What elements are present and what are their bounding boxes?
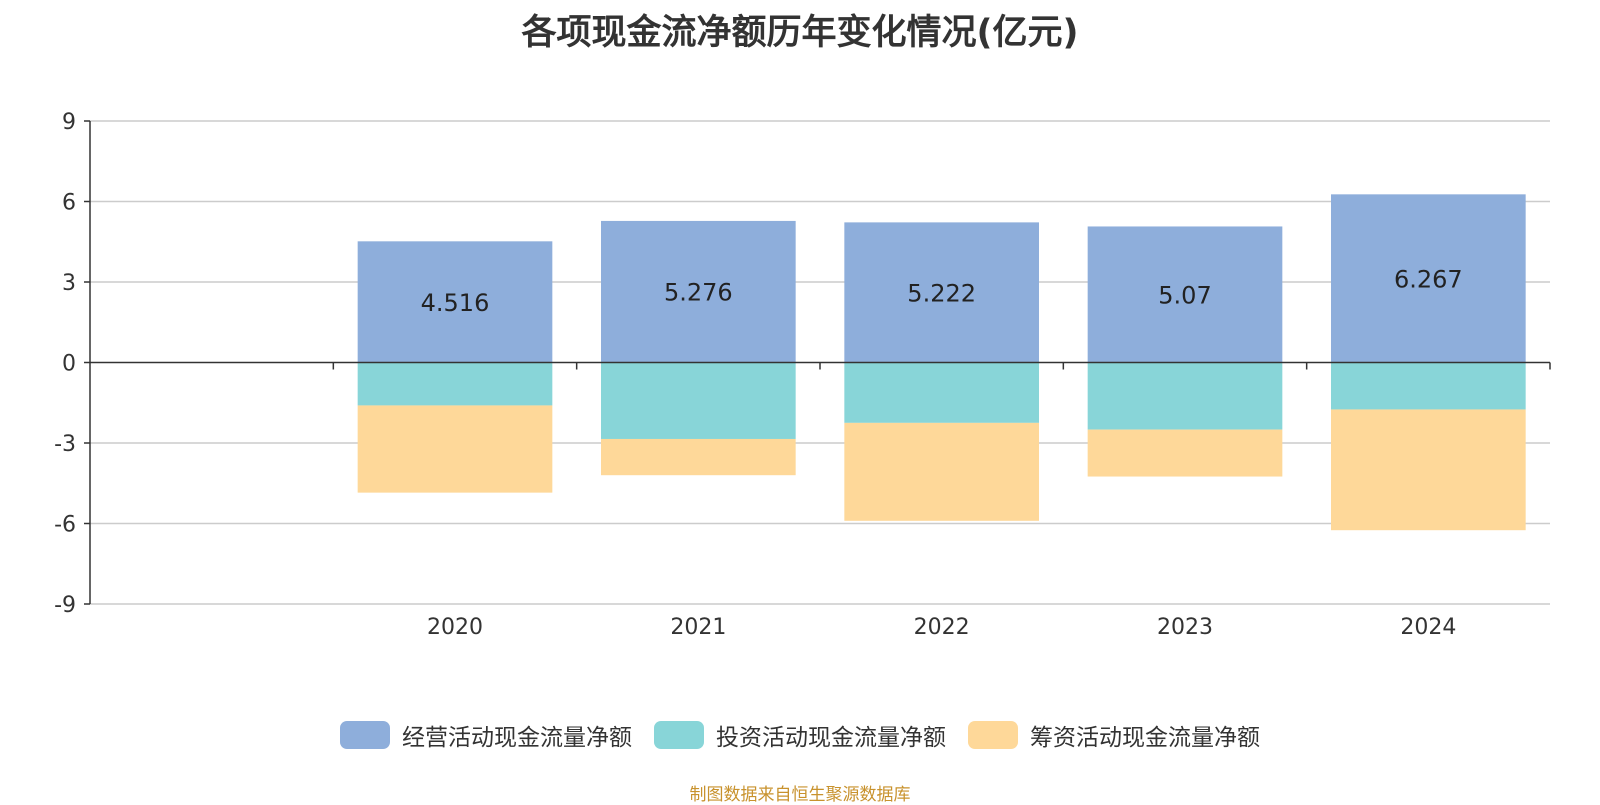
- legend-swatch: [340, 721, 390, 749]
- legend-label: 筹资活动现金流量净额: [1030, 725, 1260, 751]
- bar: [357, 405, 553, 493]
- bar: [1087, 429, 1283, 477]
- bar-value-label: 5.07: [1158, 281, 1211, 309]
- x-tick-label: 2023: [1157, 615, 1213, 640]
- bar: [1331, 409, 1526, 531]
- y-tick-label: 0: [62, 352, 76, 377]
- x-tick-label: 2021: [670, 615, 726, 640]
- y-tick-label: 6: [62, 191, 76, 216]
- bar: [601, 220, 796, 363]
- x-tick-label: 2022: [914, 615, 970, 640]
- bar-value-label: 5.222: [907, 279, 976, 307]
- bar-value-label: 5.276: [664, 279, 733, 307]
- legend: 经营活动现金流量净额 投资活动现金流量净额 筹资活动现金流量净额: [0, 718, 1600, 752]
- bar: [1331, 194, 1526, 363]
- legend-label: 经营活动现金流量净额: [402, 725, 632, 751]
- y-tick-label: -3: [54, 432, 76, 457]
- legend-item[interactable]: 投资活动现金流量净额: [654, 718, 946, 752]
- bar: [844, 422, 1039, 521]
- x-tick-label: 2024: [1400, 615, 1456, 640]
- bar: [601, 362, 796, 439]
- bar: [844, 362, 1039, 423]
- bar: [357, 241, 553, 363]
- bar-value-label: 4.516: [421, 289, 490, 317]
- bar: [844, 222, 1039, 363]
- y-tick-label: 3: [62, 271, 76, 296]
- bar: [1331, 362, 1526, 410]
- bar: [1087, 362, 1283, 430]
- x-tick-label: 2020: [427, 615, 483, 640]
- bar: [1087, 226, 1283, 363]
- bar-value-label: 6.267: [1394, 265, 1463, 293]
- source-note: 制图数据来自恒生聚源数据库: [689, 785, 911, 805]
- y-tick-label: -6: [54, 513, 76, 538]
- y-tick-label: 9: [62, 110, 76, 135]
- chart-title: 各项现金流净额历年变化情况(亿元): [521, 13, 1079, 53]
- legend-swatch: [654, 721, 704, 749]
- bar: [357, 362, 553, 406]
- y-tick-label: -9: [54, 593, 76, 618]
- bar: [601, 438, 796, 476]
- chart-plot: 9 6 3 0 -3 -6 -9 4.516 5.276 5.222 5.07 6.267 2020 20…: [54, 110, 1551, 640]
- legend-item[interactable]: 经营活动现金流量净额: [340, 718, 632, 752]
- legend-label: 投资活动现金流量净额: [716, 725, 946, 751]
- legend-swatch: [968, 721, 1018, 749]
- legend-item[interactable]: 筹资活动现金流量净额: [968, 718, 1260, 752]
